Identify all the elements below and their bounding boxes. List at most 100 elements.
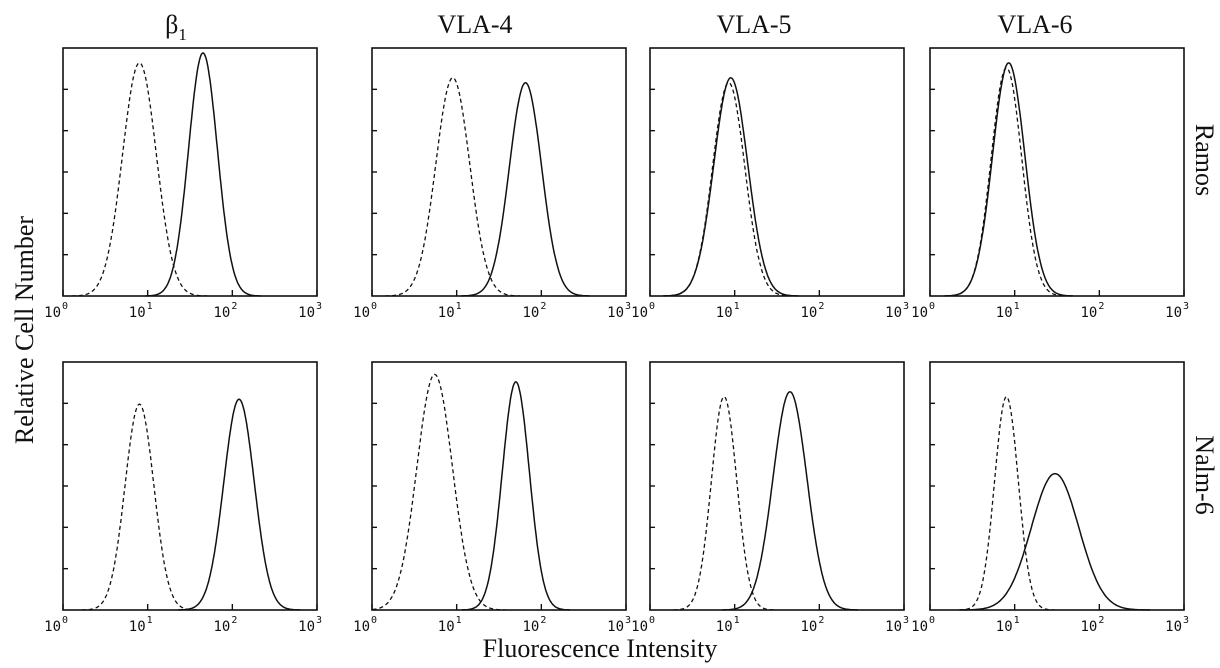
- dashed-histogram-nalm6-vla4: [372, 373, 506, 611]
- panel-nalm6-vla5: 10 0 10 1 10 2 10 3: [631, 361, 909, 635]
- x-tick-label-nalm6-vla6: 10: [996, 619, 1013, 635]
- x-tick-exponent-ramos-beta1: 3: [316, 301, 322, 312]
- x-tick-label-ramos-vla4: 10: [353, 305, 370, 321]
- solid-histogram-ramos-vla6: [944, 62, 1073, 297]
- x-tick-exponent-nalm6-vla4: 2: [540, 615, 546, 626]
- x-tick-label-ramos-vla5: 10: [631, 305, 648, 321]
- panel-frame-ramos-beta1: [62, 47, 318, 297]
- x-tick-label-nalm6-beta1: 10: [298, 619, 315, 635]
- x-tick-label-ramos-vla4: 10: [607, 305, 624, 321]
- panel-ramos-vla5: 10 0 10 1 10 2 10 3: [631, 47, 909, 321]
- x-tick-label-nalm6-vla4: 10: [522, 619, 539, 635]
- panel-frame-nalm6-vla6: [929, 361, 1185, 611]
- x-axis-title: Fluorescence Intensity: [483, 634, 718, 663]
- column-title-vla6: VLA-6: [997, 10, 1072, 39]
- x-tick-label-ramos-vla6: 10: [1080, 305, 1097, 321]
- x-tick-label-ramos-vla5: 10: [800, 305, 817, 321]
- solid-histogram-nalm6-vla6: [960, 472, 1150, 611]
- solid-histogram-nalm6-vla4: [461, 380, 570, 611]
- panels-layer: 10 0 10 1 10 2 10 3 10 0 10 1 10 2 10 3 10 0 10 1 10 2 10 3 10 0 1…: [44, 47, 1189, 635]
- x-tick-exponent-nalm6-vla6: 1: [1014, 615, 1020, 626]
- x-tick-label-nalm6-vla5: 10: [631, 619, 648, 635]
- x-tick-label-ramos-vla6: 10: [996, 305, 1013, 321]
- y-axis-title: Relative Cell Number: [10, 216, 39, 445]
- x-tick-label-ramos-vla5: 10: [716, 305, 733, 321]
- x-tick-exponent-nalm6-vla5: 2: [818, 615, 824, 626]
- x-tick-exponent-ramos-beta1: 1: [147, 301, 153, 312]
- dashed-histogram-nalm6-vla6: [959, 395, 1054, 611]
- column-title-beta1-subscript: 1: [178, 25, 187, 44]
- x-tick-exponent-ramos-vla5: 1: [734, 301, 740, 312]
- panel-frame-ramos-vla4: [371, 47, 627, 297]
- x-tick-exponent-nalm6-beta1: 1: [147, 615, 153, 626]
- dashed-histogram-nalm6-beta1: [81, 403, 197, 611]
- x-tick-exponent-nalm6-vla4: 3: [625, 615, 631, 626]
- solid-histogram-ramos-vla4: [461, 81, 590, 297]
- x-tick-exponent-ramos-beta1: 0: [62, 301, 68, 312]
- x-tick-exponent-ramos-vla6: 0: [929, 301, 935, 312]
- dashed-histogram-ramos-vla4: [385, 77, 521, 297]
- x-tick-exponent-nalm6-vla6: 3: [1183, 615, 1189, 626]
- x-tick-exponent-ramos-vla6: 1: [1014, 301, 1020, 312]
- x-tick-label-nalm6-vla6: 10: [911, 619, 928, 635]
- row-label-nalm6: Nalm-6: [1190, 435, 1219, 514]
- x-tick-label-nalm6-vla6: 10: [1165, 619, 1182, 635]
- x-tick-exponent-nalm6-beta1: 3: [316, 615, 322, 626]
- x-tick-label-ramos-beta1: 10: [213, 305, 230, 321]
- x-tick-exponent-nalm6-vla6: 2: [1098, 615, 1104, 626]
- panel-nalm6-beta1: 10 0 10 1 10 2 10 3: [44, 361, 322, 635]
- panel-frame-ramos-vla6: [929, 47, 1185, 297]
- x-tick-label-ramos-beta1: 10: [298, 305, 315, 321]
- x-tick-label-ramos-vla4: 10: [438, 305, 455, 321]
- x-tick-exponent-ramos-vla6: 2: [1098, 301, 1104, 312]
- x-tick-exponent-nalm6-beta1: 0: [62, 615, 68, 626]
- x-tick-exponent-nalm6-vla5: 1: [734, 615, 740, 626]
- x-tick-label-ramos-beta1: 10: [44, 305, 61, 321]
- solid-histogram-nalm6-beta1: [178, 398, 300, 611]
- x-tick-exponent-ramos-vla5: 0: [649, 301, 655, 312]
- x-tick-exponent-nalm6-vla4: 1: [456, 615, 462, 626]
- panel-ramos-beta1: 10 0 10 1 10 2 10 3: [44, 47, 322, 321]
- x-tick-label-nalm6-vla6: 10: [1080, 619, 1097, 635]
- panel-nalm6-vla4: 10 0 10 1 10 2 10 3: [353, 361, 631, 635]
- solid-histogram-ramos-vla5: [663, 77, 799, 297]
- x-tick-exponent-nalm6-vla5: 3: [903, 615, 909, 626]
- column-title-vla4: VLA-4: [437, 10, 512, 39]
- panel-frame-nalm6-vla4: [371, 361, 627, 611]
- row-label-ramos: Ramos: [1190, 124, 1219, 196]
- x-tick-label-nalm6-vla5: 10: [885, 619, 902, 635]
- dashed-histogram-ramos-beta1: [71, 62, 208, 297]
- column-title-vla5: VLA-5: [716, 10, 791, 39]
- x-tick-exponent-nalm6-vla4: 0: [371, 615, 377, 626]
- x-tick-exponent-nalm6-beta1: 2: [231, 615, 237, 626]
- x-tick-label-ramos-vla6: 10: [911, 305, 928, 321]
- x-tick-exponent-ramos-vla4: 0: [371, 301, 377, 312]
- x-tick-exponent-ramos-vla4: 3: [625, 301, 631, 312]
- x-tick-label-nalm6-beta1: 10: [213, 619, 230, 635]
- x-tick-label-ramos-vla6: 10: [1165, 305, 1182, 321]
- dashed-histogram-nalm6-vla5: [673, 395, 775, 611]
- x-tick-label-nalm6-vla4: 10: [438, 619, 455, 635]
- x-tick-exponent-ramos-beta1: 2: [231, 301, 237, 312]
- x-tick-label-ramos-vla4: 10: [522, 305, 539, 321]
- x-tick-exponent-nalm6-vla5: 0: [649, 615, 655, 626]
- x-tick-exponent-ramos-vla4: 1: [456, 301, 462, 312]
- x-tick-exponent-ramos-vla5: 3: [903, 301, 909, 312]
- x-tick-label-nalm6-beta1: 10: [44, 619, 61, 635]
- x-tick-label-ramos-beta1: 10: [129, 305, 146, 321]
- x-tick-label-nalm6-vla4: 10: [607, 619, 624, 635]
- solid-histogram-nalm6-vla5: [722, 391, 858, 611]
- x-tick-label-nalm6-vla5: 10: [716, 619, 733, 635]
- x-tick-exponent-ramos-vla5: 2: [818, 301, 824, 312]
- panel-frame-ramos-vla5: [649, 47, 905, 297]
- x-tick-label-ramos-vla5: 10: [885, 305, 902, 321]
- panel-frame-nalm6-beta1: [62, 361, 318, 611]
- x-tick-exponent-ramos-vla4: 2: [540, 301, 546, 312]
- panel-ramos-vla6: 10 0 10 1 10 2 10 3: [911, 47, 1189, 321]
- x-tick-label-nalm6-beta1: 10: [129, 619, 146, 635]
- dashed-histogram-ramos-vla5: [664, 82, 793, 297]
- panel-frame-nalm6-vla5: [649, 361, 905, 611]
- x-tick-exponent-nalm6-vla6: 0: [929, 615, 935, 626]
- x-tick-exponent-ramos-vla6: 3: [1183, 301, 1189, 312]
